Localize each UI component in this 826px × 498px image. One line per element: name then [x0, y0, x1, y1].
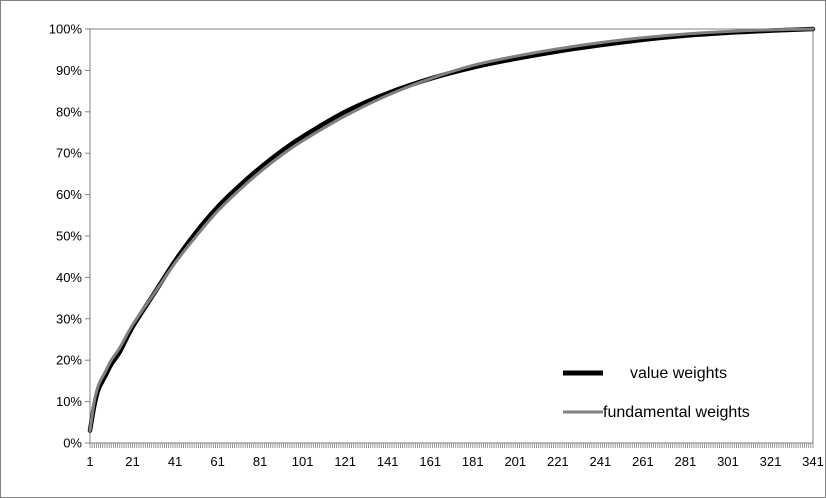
x-tick-label: 41: [168, 454, 182, 469]
y-tick-label: 40%: [56, 270, 82, 285]
series-line-fundamental-weights: [88, 27, 815, 433]
y-tick-label: 10%: [56, 394, 82, 409]
x-tick-label: 241: [590, 454, 612, 469]
x-tick-label: 301: [717, 454, 739, 469]
legend-label-fundamental-weights: fundamental weights: [603, 404, 750, 421]
x-tick-label: 121: [334, 454, 356, 469]
x-tick-label: 201: [504, 454, 526, 469]
x-tick-label: 321: [760, 454, 782, 469]
x-tick-label: 221: [547, 454, 569, 469]
x-tick-label: 141: [377, 454, 399, 469]
x-tick-label: 341: [802, 454, 824, 469]
x-tick-label: 61: [210, 454, 224, 469]
legend-label-value-weights: value weights: [630, 365, 727, 382]
y-tick-label: 70%: [56, 146, 82, 161]
x-tick-label: 81: [253, 454, 267, 469]
y-tick-label: 100%: [49, 22, 83, 37]
x-tick-label: 21: [125, 454, 139, 469]
y-tick-label: 60%: [56, 187, 82, 202]
series-line-value-weights: [87, 26, 816, 433]
series-layer: [87, 26, 816, 433]
y-axis: 0% 10% 20% 30% 40% 50% 60% 70% 80% 90% 100%: [49, 22, 91, 451]
y-tick-label: 80%: [56, 104, 82, 119]
x-minor-ticks: [89, 443, 814, 448]
y-tick-label: 20%: [56, 353, 82, 368]
x-axis: 1 21 41 61 81 101 121 141 161 181 201 221 241 261 281 3…: [86, 442, 824, 469]
y-tick-label: 0%: [63, 436, 82, 451]
y-tick-label: 30%: [56, 311, 82, 326]
x-tick-label: 1: [86, 454, 93, 469]
x-tick-label: 101: [292, 454, 314, 469]
y-tick-label: 50%: [56, 229, 82, 244]
x-tick-label: 181: [462, 454, 484, 469]
legend: value weights fundamental weights: [563, 365, 750, 421]
plot-area: [89, 28, 814, 444]
x-tick-label: 281: [675, 454, 697, 469]
x-tick-label: 161: [419, 454, 441, 469]
x-tick-label: 261: [632, 454, 654, 469]
y-tick-label: 90%: [56, 63, 82, 78]
